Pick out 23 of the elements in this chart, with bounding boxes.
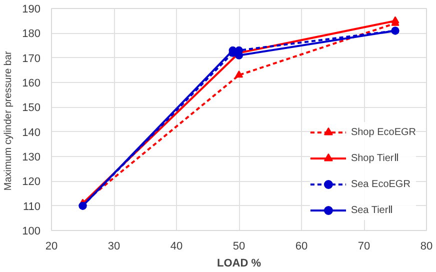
x-tick-label: 70 <box>358 240 370 252</box>
x-tick-label: 80 <box>420 240 433 252</box>
x-tick-label: 40 <box>170 240 183 252</box>
legend-label: Sea TierⅡ <box>350 204 394 216</box>
x-tick-label: 60 <box>295 240 308 252</box>
y-tick-label: 120 <box>22 176 41 188</box>
x-tick-label: 50 <box>232 240 246 252</box>
y-tick-label: 100 <box>22 226 41 238</box>
y-tick-label: 170 <box>22 52 41 65</box>
x-axis-title: LOAD % <box>217 258 262 270</box>
y-tick-label: 110 <box>22 200 41 213</box>
legend-label: Sea EcoEGR <box>350 178 410 190</box>
x-tick-label: 30 <box>108 240 120 252</box>
x-tick-label: 20 <box>45 240 58 252</box>
y-tick-label: 150 <box>22 102 41 114</box>
y-axis-title: Maximum cylinder pressure bar <box>3 50 14 191</box>
y-tick-label: 160 <box>22 78 41 90</box>
y-tick-label: 190 <box>22 4 41 16</box>
y-tick-label: 130 <box>22 152 41 164</box>
y-tick-label: 140 <box>22 126 41 139</box>
legend-label: Shop EcoEGR <box>350 126 416 138</box>
y-tick-label: 180 <box>22 28 41 40</box>
legend-label: Shop TierⅡ <box>350 152 399 164</box>
